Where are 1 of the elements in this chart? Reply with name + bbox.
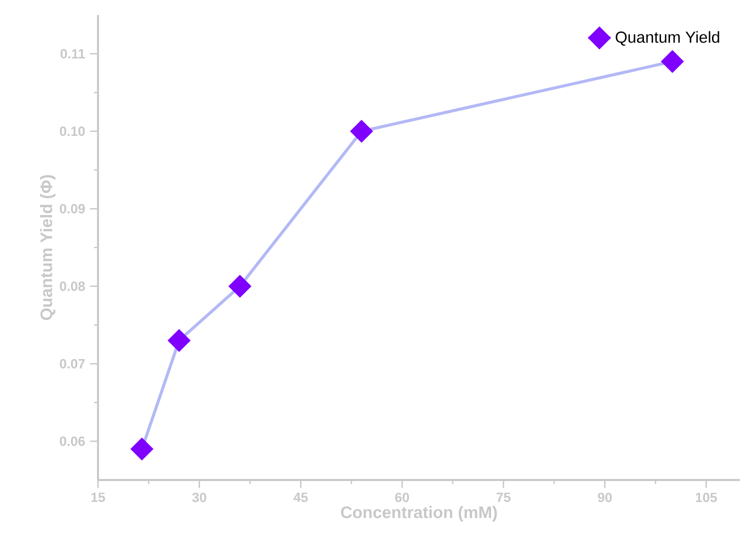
legend-label: Quantum Yield [616, 31, 720, 46]
